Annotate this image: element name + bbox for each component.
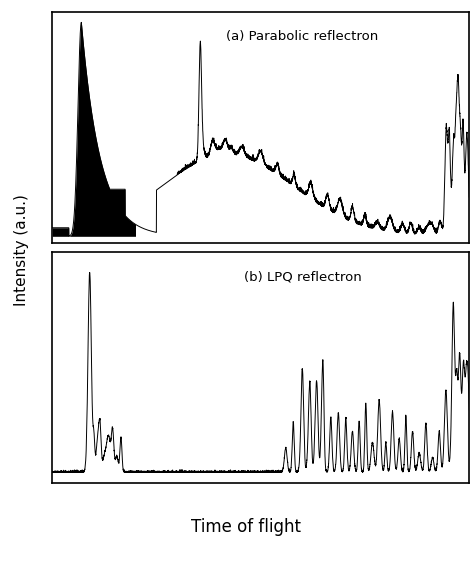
Text: (a) Parabolic reflectron: (a) Parabolic reflectron bbox=[226, 30, 379, 43]
Text: Time of flight: Time of flight bbox=[191, 518, 301, 535]
Text: (b) LPQ reflectron: (b) LPQ reflectron bbox=[244, 271, 361, 283]
Text: Intensity (a.u.): Intensity (a.u.) bbox=[14, 194, 29, 306]
